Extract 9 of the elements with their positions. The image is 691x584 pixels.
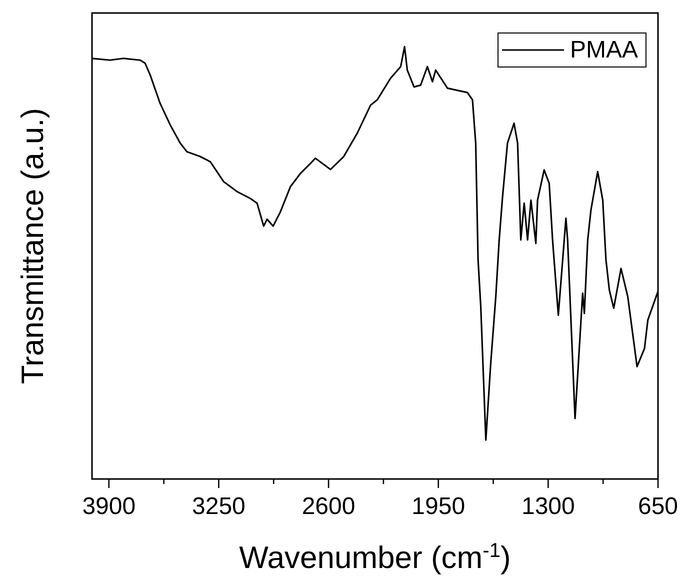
x-tick-label: 3900 [82, 493, 136, 520]
legend-label: PMAA [570, 36, 638, 64]
x-tick-label: 2600 [302, 493, 356, 520]
x-tick-label: 650 [638, 493, 678, 520]
x-axis-title: Wavenumber (cm$^{-1}$) [239, 540, 511, 575]
y-axis-title: Transmittance (a.u.) [14, 108, 50, 384]
x-tick-label: 1300 [521, 493, 575, 520]
x-tick-label: 1950 [412, 493, 466, 520]
x-tick-label: 3250 [192, 493, 246, 520]
